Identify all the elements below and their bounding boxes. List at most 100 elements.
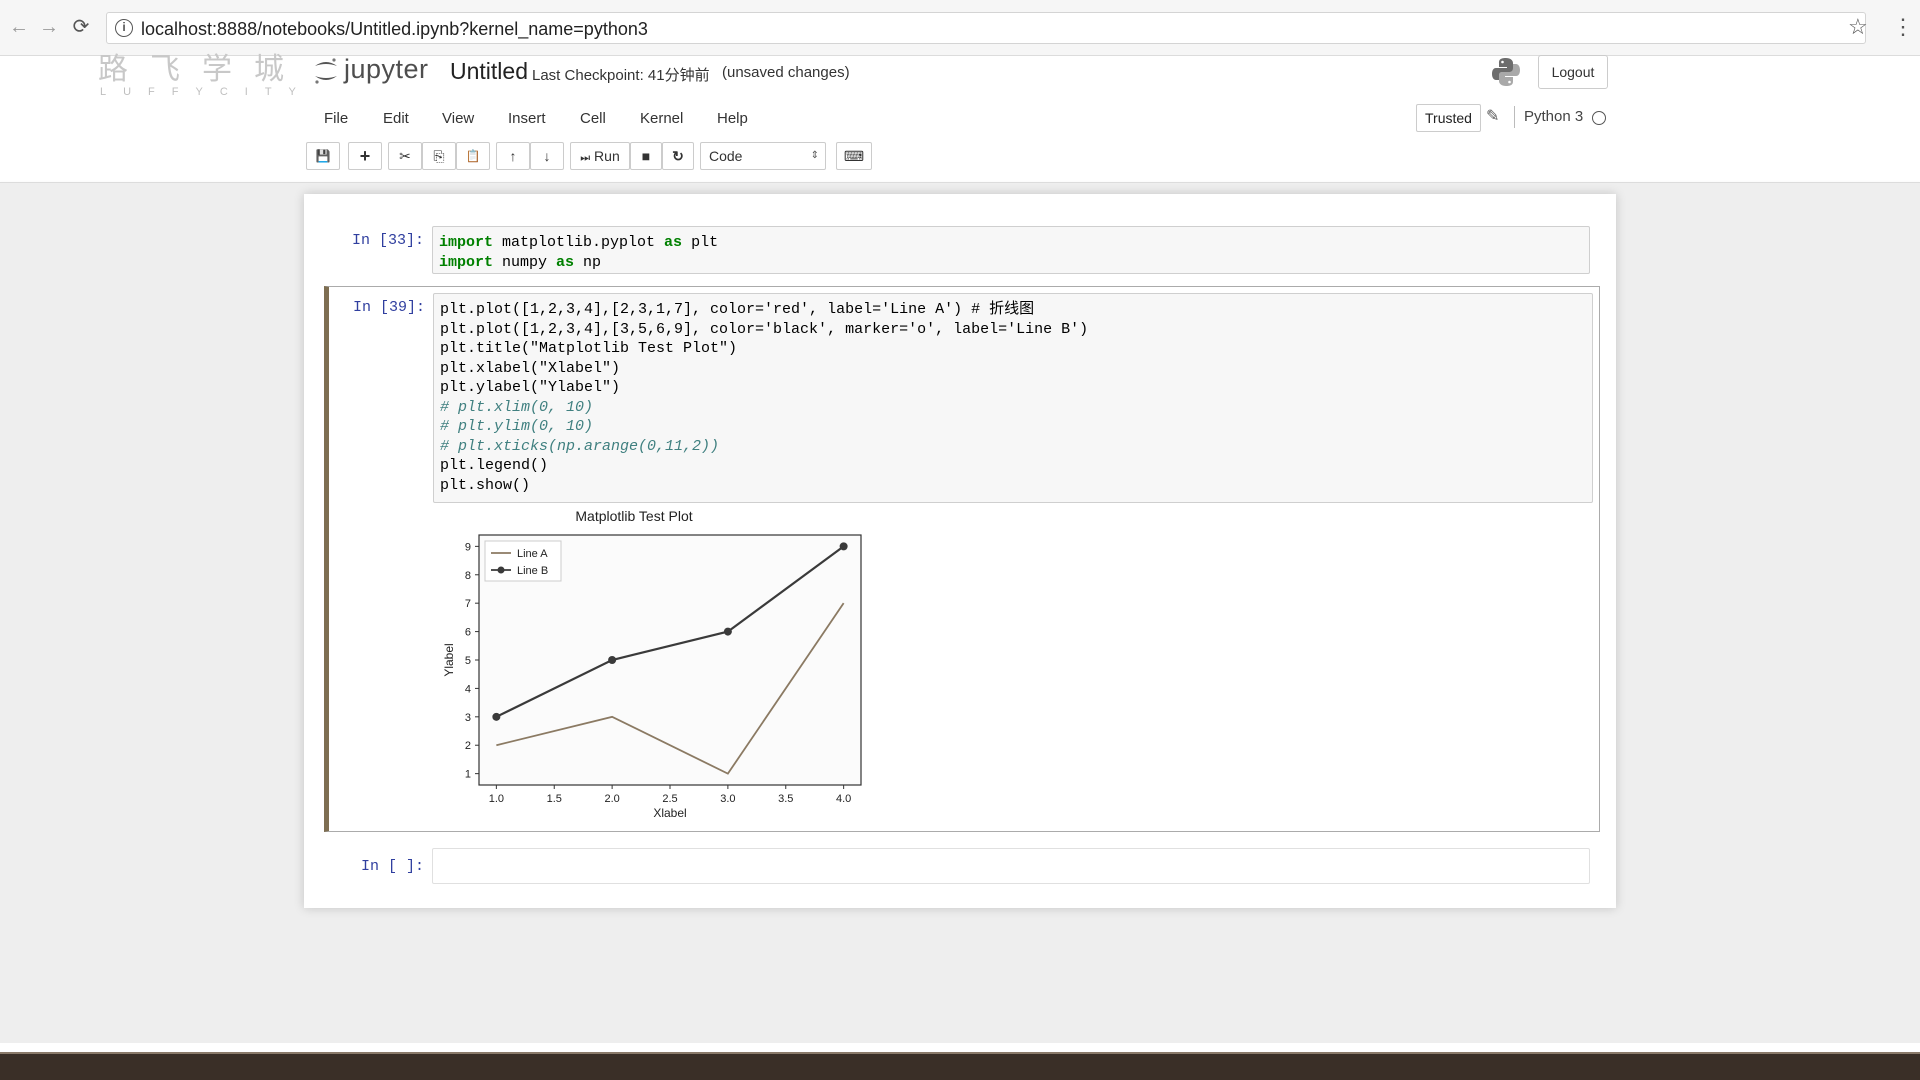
bottom-desktop-strip bbox=[0, 1052, 1920, 1080]
y-tick-label: 3 bbox=[465, 712, 471, 724]
y-tick-label: 9 bbox=[465, 541, 471, 553]
code-line: plt.legend() bbox=[440, 457, 549, 474]
checkpoint-status: Last Checkpoint: 41分钟前 bbox=[532, 67, 710, 84]
cut-icon[interactable]: ✂ bbox=[388, 142, 422, 170]
save-icon[interactable]: 💾 bbox=[306, 142, 340, 170]
x-axis: 1.0 1.5 2.0 2.5 3.0 3.5 4.0 bbox=[489, 785, 851, 805]
data-point-marker bbox=[492, 712, 501, 721]
reload-icon[interactable]: ⟳ bbox=[72, 16, 90, 38]
logout-button[interactable]: Logout bbox=[1538, 55, 1608, 89]
y-tick-label: 5 bbox=[465, 655, 471, 667]
data-point-marker bbox=[839, 542, 848, 551]
cell-prompt: In [39]: bbox=[352, 299, 425, 316]
run-icon: ⏭ bbox=[580, 152, 591, 164]
cell-prompt: In [33]: bbox=[351, 232, 424, 249]
menu-file[interactable]: File bbox=[324, 110, 349, 127]
data-point-marker bbox=[723, 627, 732, 636]
kernel-name[interactable]: Python 3 bbox=[1524, 108, 1584, 125]
y-tick-label: 1 bbox=[465, 769, 471, 781]
x-tick-label: 2.0 bbox=[604, 793, 619, 805]
cell-type-value: Code bbox=[709, 148, 743, 164]
url-text[interactable]: localhost:8888/notebooks/Untitled.ipynb?… bbox=[141, 19, 648, 39]
legend: Line A Line B bbox=[484, 540, 562, 582]
legend-marker-line-b bbox=[497, 566, 505, 574]
browser-toolbar: ← → ⟳ i localhost:8888/notebooks/Untitle… bbox=[0, 0, 1920, 56]
y-tick-label: 8 bbox=[465, 570, 471, 582]
line-chart: Matplotlib Test Plot 1.0 1.5 2.0 2.5 3.0 3.5 4… bbox=[442, 508, 862, 820]
code-line: plt.plot([1,2,3,4],[2,3,1,7], color='red… bbox=[440, 301, 1035, 318]
site-info-icon[interactable]: i bbox=[115, 19, 133, 37]
move-down-icon[interactable]: ↓ bbox=[530, 142, 564, 170]
select-arrow-icon: ⇕ bbox=[810, 150, 819, 161]
bookmark-star-icon[interactable]: ☆ bbox=[1848, 14, 1868, 39]
run-label: Run bbox=[594, 148, 620, 164]
code-comment-line: # plt.ylim(0, 10) bbox=[440, 418, 594, 435]
code-line: plt.xlabel("Xlabel") bbox=[440, 359, 621, 377]
code-line: import matplotlib.pyplot as plt bbox=[439, 234, 719, 251]
paste-icon[interactable]: 📋 bbox=[456, 142, 490, 170]
kernel-separator bbox=[1514, 106, 1515, 128]
jupyter-wordmark[interactable]: jupyter bbox=[344, 54, 429, 84]
interrupt-icon[interactable]: ■ bbox=[630, 142, 662, 170]
jupyter-logo-icon[interactable] bbox=[312, 56, 340, 86]
code-line: plt.title("Matplotlib Test Plot") bbox=[440, 340, 738, 357]
series-group bbox=[492, 542, 848, 775]
forward-icon[interactable]: → bbox=[39, 16, 59, 38]
x-tick-label: 2.5 bbox=[662, 793, 677, 805]
cell-prompt: In [ ]: bbox=[360, 858, 424, 875]
y-tick-label: 6 bbox=[465, 627, 471, 639]
insert-cell-icon[interactable]: + bbox=[348, 142, 382, 170]
x-tick-label: 1.0 bbox=[489, 793, 504, 805]
y-tick-label: 2 bbox=[465, 740, 471, 752]
notebook-title[interactable]: Untitled bbox=[450, 58, 528, 84]
series-line-b bbox=[495, 545, 845, 718]
address-bar[interactable]: i localhost:8888/notebooks/Untitled.ipyn… bbox=[106, 12, 1866, 44]
x-tick-label: 3.5 bbox=[778, 793, 793, 805]
legend-label-line-a: Line A bbox=[517, 548, 548, 560]
code-line: import numpy as np bbox=[439, 253, 602, 271]
copy-icon[interactable]: ⎘ bbox=[422, 142, 456, 170]
menu-view[interactable]: View bbox=[442, 110, 475, 127]
restart-icon[interactable]: ↻ bbox=[662, 142, 694, 170]
legend-label-line-b: Line B bbox=[517, 565, 548, 577]
code-comment-line: # plt.xticks(np.arange(0,11,2)) bbox=[440, 437, 720, 455]
move-up-icon[interactable]: ↑ bbox=[496, 142, 530, 170]
x-tick-label: 1.5 bbox=[547, 793, 562, 805]
run-button[interactable]: ⏭ Run bbox=[570, 142, 630, 170]
code-line: plt.show() bbox=[440, 476, 531, 494]
cell-type-select[interactable]: Code ⇕ bbox=[700, 142, 826, 170]
kernel-idle-status-icon bbox=[1592, 111, 1606, 125]
y-axis-label: Ylabel bbox=[442, 643, 456, 676]
selected-cell[interactable]: In [39]: plt.plot([1,2,3,4],[2,3,1,7], c… bbox=[324, 286, 1600, 832]
notebook-container: In [33]: import matplotlib.pyplot as plt… bbox=[304, 194, 1616, 908]
y-axis: 1 2 3 4 5 6 7 8 9 bbox=[465, 541, 479, 781]
menu-cell[interactable]: Cell bbox=[580, 110, 606, 127]
legend-box bbox=[484, 540, 562, 582]
code-line: plt.ylabel("Ylabel") bbox=[440, 379, 621, 396]
menu-insert[interactable]: Insert bbox=[508, 110, 546, 127]
watermark-logo-subtext: LUFFYCITY bbox=[100, 86, 313, 98]
menu-edit[interactable]: Edit bbox=[383, 110, 409, 127]
code-line: plt.plot([1,2,3,4],[3,5,6,9], color='bla… bbox=[440, 320, 1089, 338]
command-palette-keyboard-icon[interactable]: ⌨ bbox=[836, 142, 872, 170]
chart-title: Matplotlib Test Plot bbox=[575, 508, 692, 524]
trusted-indicator[interactable]: Trusted bbox=[1416, 104, 1481, 132]
data-point-marker bbox=[608, 656, 617, 664]
x-tick-label: 3.0 bbox=[720, 793, 735, 805]
menu-help[interactable]: Help bbox=[717, 110, 748, 127]
back-icon[interactable]: ← bbox=[9, 16, 29, 38]
y-tick-label: 7 bbox=[465, 598, 471, 610]
edit-mode-pencil-icon: ✎ bbox=[1486, 108, 1500, 125]
empty-code-input-cell[interactable] bbox=[432, 848, 1590, 884]
code-input-cell[interactable]: plt.plot([1,2,3,4],[2,3,1,7], color='red… bbox=[433, 293, 1593, 503]
python-logo-icon bbox=[1492, 58, 1520, 86]
header-divider bbox=[0, 182, 1920, 183]
series-line-a bbox=[496, 602, 845, 775]
browser-menu-icon[interactable]: ⋮ bbox=[1892, 14, 1914, 39]
watermark-logo-text: 路飞学城 bbox=[98, 52, 306, 87]
menu-kernel[interactable]: Kernel bbox=[640, 110, 684, 127]
code-comment-line: # plt.xlim(0, 10) bbox=[440, 398, 594, 416]
x-tick-label: 4.0 bbox=[836, 793, 851, 805]
code-input-cell[interactable]: import matplotlib.pyplot as plt import n… bbox=[432, 226, 1590, 274]
y-tick-label: 4 bbox=[465, 683, 471, 695]
